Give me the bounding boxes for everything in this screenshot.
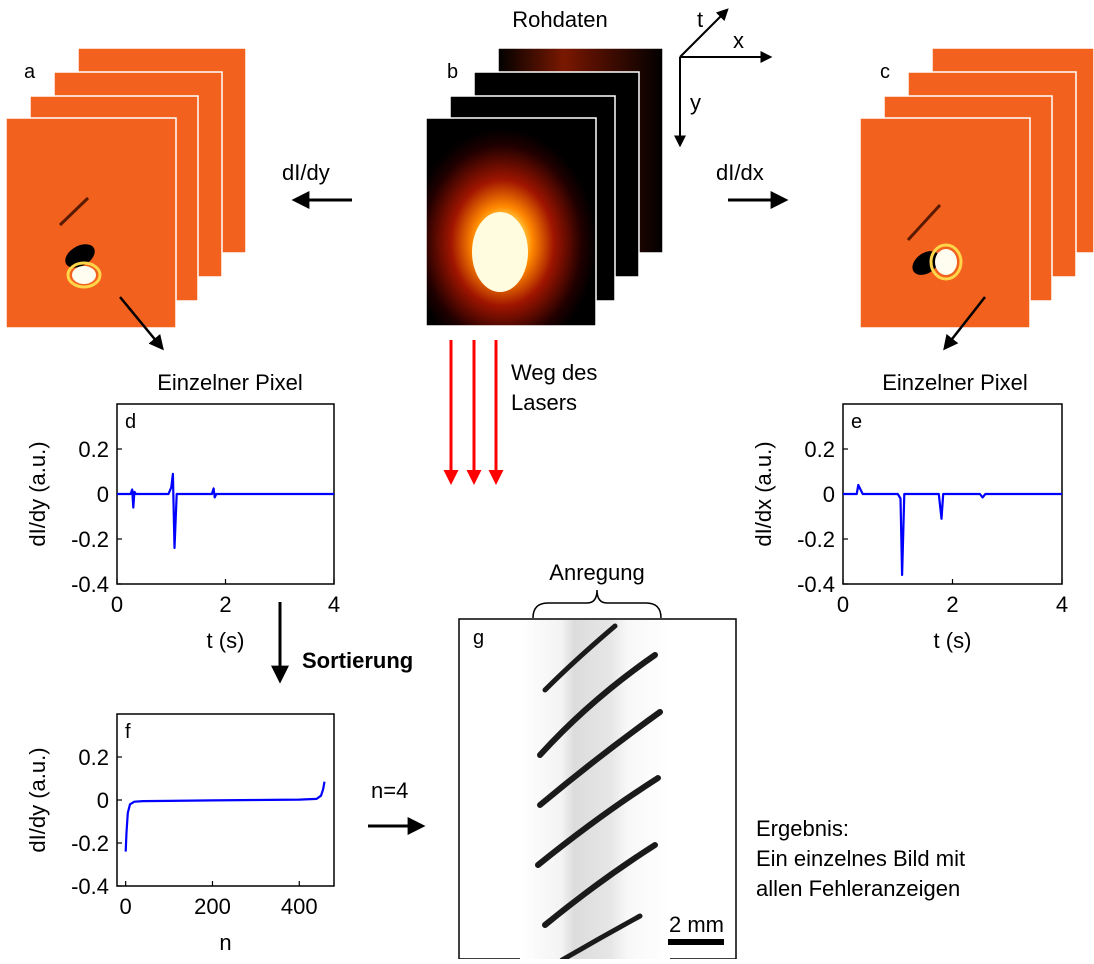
label-dIdx: dI/dx bbox=[716, 160, 764, 185]
scale-bar-label: 2 mm bbox=[669, 912, 724, 937]
xlabel-d: t (s) bbox=[207, 628, 245, 653]
axis-y-label: y bbox=[690, 90, 701, 115]
laser-label-1: Weg des bbox=[511, 360, 597, 385]
ytick-label-e: 0 bbox=[823, 482, 835, 507]
label-dIdy: dI/dy bbox=[282, 160, 330, 185]
xtick-label-f: 0 bbox=[120, 894, 132, 919]
ytick-label-d: 0.2 bbox=[78, 437, 109, 462]
defect-a-streak bbox=[58, 196, 90, 227]
xtick-label-d: 2 bbox=[219, 592, 231, 617]
stack-c: c bbox=[859, 47, 1094, 329]
scale-bar bbox=[668, 939, 724, 945]
label-e: e bbox=[851, 411, 862, 433]
laser-label-2: Lasers bbox=[511, 390, 577, 415]
crack-5 bbox=[542, 842, 658, 928]
axis-t-label: t bbox=[697, 7, 703, 32]
xtick-label-e: 0 bbox=[837, 592, 849, 617]
ytick-label-d: 0 bbox=[97, 482, 109, 507]
defect-a-halo bbox=[66, 261, 102, 289]
ytick-label-e: -0.2 bbox=[797, 527, 835, 552]
label-sortierung: Sortierung bbox=[302, 648, 413, 673]
stack-b: Rohdaten b bbox=[425, 7, 664, 327]
label-b: b bbox=[447, 61, 458, 83]
xtick-label-f: 200 bbox=[194, 894, 231, 919]
series-line-d-0 bbox=[117, 472, 334, 550]
ytick-label-d: -0.4 bbox=[71, 572, 109, 597]
xlabel-e: t (s) bbox=[934, 628, 972, 653]
xlabel-f: n bbox=[219, 930, 231, 955]
label-d: d bbox=[125, 411, 136, 433]
ylabel-d: dI/dy (a.u.) bbox=[25, 441, 50, 546]
brace bbox=[532, 589, 662, 619]
axis-t-line bbox=[679, 8, 729, 58]
label-n4: n=4 bbox=[371, 778, 408, 803]
brace-label: Anregung bbox=[549, 560, 644, 585]
label-f: f bbox=[125, 721, 131, 743]
ytick-label-f: 0 bbox=[97, 788, 109, 813]
title-rohdaten: Rohdaten bbox=[512, 7, 607, 32]
ytick-label-e: 0.2 bbox=[804, 437, 835, 462]
image-g-plate bbox=[520, 620, 670, 959]
result-line-1: Ergebnis: bbox=[756, 816, 849, 841]
series-line-e-0 bbox=[843, 483, 1062, 577]
chart-d: -0.4 -0.2 0 0.2 0 2 4 t (s) dI/dy (a.u.) d bbox=[25, 403, 340, 653]
crack-3 bbox=[537, 709, 663, 808]
chart-e: -0.4 -0.2 0 0.2 0 2 4 t (s) dI/dx (a.u.) e bbox=[751, 403, 1068, 653]
ytick-label-f: 0.2 bbox=[78, 745, 109, 770]
crack-1 bbox=[542, 623, 618, 693]
frame-a-1 bbox=[5, 117, 177, 329]
arrow-c-to-e bbox=[943, 296, 986, 351]
arrow-a-to-d bbox=[119, 296, 164, 351]
axes-3d: t x y bbox=[674, 7, 773, 148]
series-line-f-0 bbox=[124, 781, 326, 852]
defect-a-bright bbox=[72, 266, 96, 284]
ytick-label-f: -0.4 bbox=[71, 874, 109, 899]
panel-g: Anregung g 2 mm bbox=[458, 560, 737, 963]
xtick-label-d: 4 bbox=[328, 592, 340, 617]
axis-x-label: x bbox=[733, 28, 744, 53]
hotspot-core bbox=[472, 212, 528, 292]
crack-6 bbox=[559, 913, 643, 963]
label-g: g bbox=[473, 627, 484, 649]
label-c: c bbox=[880, 61, 890, 83]
pixel-title-right: Einzelner Pixel bbox=[882, 370, 1028, 395]
ytick-label-e: -0.4 bbox=[797, 572, 835, 597]
xtick-label-e: 2 bbox=[946, 592, 958, 617]
xtick-label-e: 4 bbox=[1056, 592, 1068, 617]
defect-c-streak bbox=[906, 203, 942, 242]
chart-f: -0.4 -0.2 0 0.2 0 200 400 n dI/dy (a.u.) f bbox=[25, 713, 335, 955]
ylabel-e: dI/dx (a.u.) bbox=[751, 441, 776, 546]
crack-4 bbox=[535, 775, 661, 868]
crack-2 bbox=[537, 652, 658, 758]
defect-c-bright bbox=[935, 249, 957, 275]
xtick-label-f: 400 bbox=[281, 894, 318, 919]
ytick-label-d: -0.2 bbox=[71, 527, 109, 552]
laser-arrows: Weg des Lasers bbox=[443, 340, 597, 485]
xtick-label-d: 0 bbox=[111, 592, 123, 617]
ylabel-f: dI/dy (a.u.) bbox=[25, 747, 50, 852]
pixel-title-left: Einzelner Pixel bbox=[157, 370, 303, 395]
result-line-2: Ein einzelnes Bild mit bbox=[756, 846, 965, 871]
crack-lines bbox=[535, 623, 663, 963]
label-a: a bbox=[24, 61, 36, 83]
frame-c-1 bbox=[859, 117, 1031, 329]
stack-a: a bbox=[5, 47, 247, 329]
defect-c-halo bbox=[929, 243, 963, 281]
ytick-label-f: -0.2 bbox=[71, 831, 109, 856]
result-line-3: allen Fehleranzeigen bbox=[756, 876, 960, 901]
